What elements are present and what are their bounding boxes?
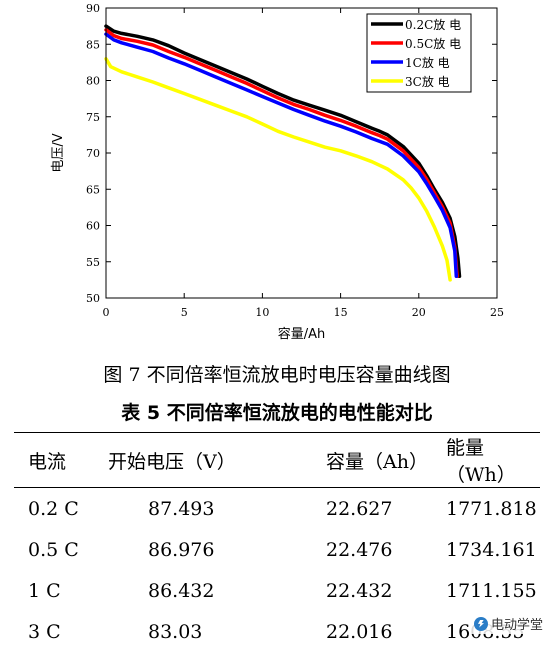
y-tick-label: 50 (86, 292, 100, 305)
y-axis-label: 电压/V (51, 133, 66, 172)
y-tick-label: 60 (86, 220, 100, 233)
table-header-row: 电流 开始电压（V） 容量（Ah） 能量（Wh） (14, 432, 540, 488)
figure-caption: 图 7 不同倍率恒流放电时电压容量曲线图 (103, 364, 451, 386)
x-axis-label: 容量/Ah (278, 326, 326, 342)
cell-current: 1 C (28, 579, 61, 602)
discharge-chart: 0 5 10 15 20 25 50 55 60 65 70 75 80 85 90 容量/Ah 电压/V 0.2… (51, 2, 504, 342)
series-line-2 (104, 32, 459, 279)
x-tick-label: 0 (103, 306, 110, 319)
header-current: 电流 (28, 450, 67, 473)
x-tick-label: 20 (412, 306, 426, 319)
lightning-logo-icon (473, 616, 488, 631)
table-row: 3 C 83.03 22.016 1608.55 (14, 611, 540, 652)
cell-energy: 1771.818 (446, 497, 537, 520)
cell-current: 0.5 C (28, 538, 79, 561)
cell-start-voltage: 83.03 (148, 620, 203, 643)
series-line-1 (104, 28, 459, 279)
cell-current: 0.2 C (28, 497, 79, 520)
header-energy: 能量（Wh） (446, 437, 516, 486)
table-row: 1 C 86.432 22.432 1711.155 (14, 570, 540, 611)
cell-capacity: 22.016 (326, 620, 393, 643)
cell-capacity: 22.627 (326, 497, 393, 520)
header-start-voltage: 开始电压（V） (108, 450, 236, 473)
watermark-text: 电动学堂 (490, 618, 543, 633)
cell-current: 3 C (28, 620, 61, 643)
x-tick-label: 10 (255, 306, 269, 319)
cell-energy: 1734.161 (446, 538, 537, 561)
performance-table: 电流 开始电压（V） 容量（Ah） 能量（Wh） 0.2 C 87.493 22… (14, 432, 540, 652)
legend-box (366, 13, 472, 93)
y-tick-label: 75 (86, 111, 100, 124)
x-tick-label: 25 (490, 306, 504, 319)
cell-capacity: 22.476 (326, 538, 393, 561)
table-row: 0.5 C 86.976 22.476 1734.161 (14, 529, 540, 570)
cell-capacity: 22.432 (326, 579, 393, 602)
cell-start-voltage: 86.432 (148, 579, 215, 602)
y-tick-label: 80 (86, 75, 100, 88)
cell-energy: 1711.155 (446, 579, 537, 602)
legend-label-2: 1C放 电 (405, 55, 450, 70)
y-tick-label: 65 (86, 183, 100, 196)
y-tick-label: 90 (86, 2, 100, 15)
legend-label-0: 0.2C放 电 (405, 17, 461, 32)
y-tick-label: 70 (86, 147, 100, 160)
cell-start-voltage: 87.493 (148, 497, 215, 520)
series-line-0 (104, 24, 462, 279)
table-title: 表 5 不同倍率恒流放电的电性能对比 (121, 402, 433, 424)
x-tick-label: 15 (334, 306, 348, 319)
legend-label-3: 3C放 电 (405, 74, 450, 89)
y-tick-label: 55 (86, 256, 100, 269)
header-capacity: 容量（Ah） (326, 450, 428, 473)
legend-label-1: 0.5C放 电 (405, 36, 461, 51)
watermark: 电动学堂 (470, 613, 546, 634)
table-row: 0.2 C 87.493 22.627 1771.818 (14, 488, 540, 530)
y-tick-label: 85 (86, 38, 100, 51)
cell-start-voltage: 86.976 (148, 538, 215, 561)
x-tick-label: 5 (181, 306, 188, 319)
chart-svg: 0 5 10 15 20 25 50 55 60 65 70 75 80 85 90 容量/Ah 电压/V 0.2… (51, 2, 504, 342)
series-line-3 (104, 57, 452, 282)
